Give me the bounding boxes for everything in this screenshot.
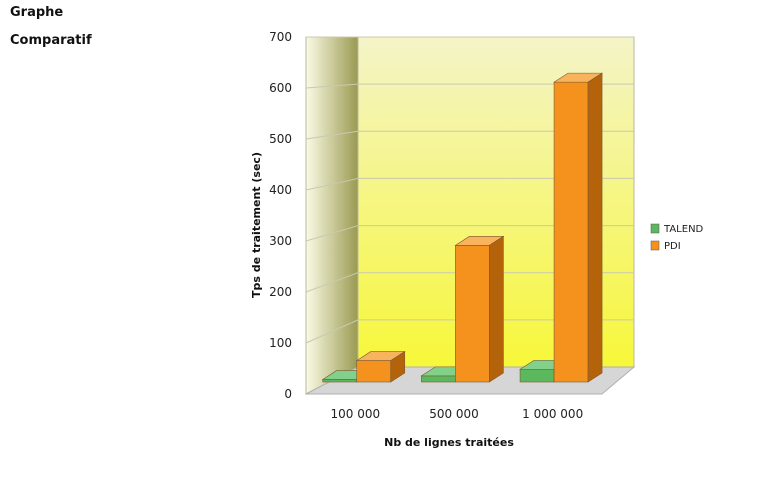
bar-side [587,72,603,383]
x-tick-label: 500 000 [429,407,479,421]
y-tick-label: 300 [269,234,292,248]
y-tick-label: 700 [269,30,292,44]
page-title-line1: Graphe [10,5,64,20]
bar-front [421,375,456,383]
bar-pdi-0 [355,351,406,383]
page-title-line2: Comparatif [10,33,92,48]
x-axis-label: Nb de lignes traitées [384,436,514,449]
legend-swatch-pdi [650,240,660,251]
chart-legend: TALEND PDI [650,223,704,252]
x-tick-label: 100 000 [331,407,381,421]
grid-line-side [305,177,359,191]
grid-line-side [305,319,359,344]
x-tick-label: 1 000 000 [522,407,583,421]
side-wall [305,36,359,395]
y-tick-label: 0 [284,387,292,401]
bar-side [489,235,504,383]
bar-front [553,81,589,383]
legend-label-pdi: PDI [664,241,681,252]
legend-label-talend: TALEND [663,224,704,235]
legend-swatch-talend [650,223,660,234]
y-tick-label: 400 [269,183,292,197]
y-tick-label: 600 [269,81,292,95]
grid-line-side [305,225,359,242]
y-axis-label: Tps de traitement (sec) [250,152,263,298]
bar-front [519,368,555,383]
bar-side [390,351,406,383]
chart-axes: 0 100 200 300 400 500 600 700 100 000 500 000 1 00… [250,30,583,449]
bar-pdi-1 [454,235,505,383]
y-tick-label: 100 [269,336,292,350]
bar-front [356,360,392,383]
chart-bars [321,72,604,383]
bar-front [455,245,490,383]
grid-line-side [305,272,359,293]
y-tick-label: 500 [269,132,292,146]
grid-line-side [305,130,359,140]
grid-line-side [305,83,359,89]
y-tick-label: 200 [269,285,292,299]
bar-pdi-2 [553,72,604,383]
bar-front [322,379,358,383]
